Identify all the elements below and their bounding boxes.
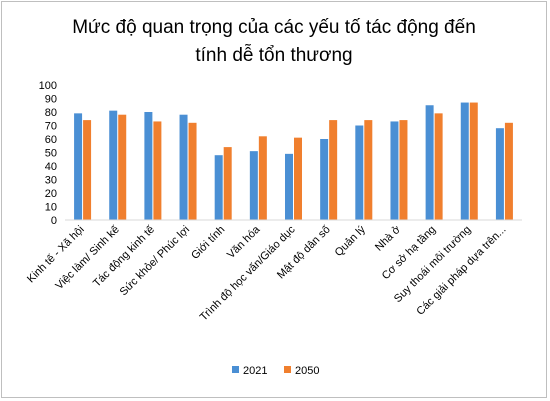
y-tick-label: 90	[45, 94, 57, 106]
bar-2050	[118, 114, 127, 220]
legend: 2021 2050	[232, 365, 319, 377]
bar-2021	[495, 128, 504, 220]
x-tick-label: Giới tính	[189, 224, 227, 262]
y-tick-label: 10	[45, 202, 57, 214]
bar-2021	[109, 110, 118, 220]
bar-2050	[83, 120, 92, 220]
bar-2050	[399, 120, 408, 220]
x-tick-label: Nhà ở	[373, 224, 403, 254]
bar-2050	[329, 120, 338, 220]
y-tick-label: 0	[51, 215, 57, 227]
y-tick-label: 80	[45, 107, 57, 119]
bar-2050	[223, 147, 232, 220]
bar-2050	[153, 121, 162, 220]
bar-2021	[214, 155, 223, 220]
x-tick-label: Quản lý	[333, 223, 369, 259]
legend-label-2021: 2021	[243, 365, 267, 377]
bar-2021	[249, 151, 258, 220]
bar-2021	[74, 113, 83, 220]
legend-swatch-2021	[232, 366, 239, 373]
x-tick-label: Việc làm/ Sinh kế	[53, 224, 121, 292]
y-tick-label: 50	[45, 148, 57, 160]
chart-title: Mức độ quan trọng của các yếu tố tác độn…	[0, 14, 548, 70]
bar-2050	[188, 122, 197, 220]
chart-title-line-2: tính dễ tổn thương	[195, 45, 353, 66]
bars	[74, 102, 513, 220]
chart-title-line-1: Mức độ quan trọng của các yếu tố tác độn…	[72, 17, 476, 38]
bar-2021	[425, 105, 434, 220]
bar-2050	[504, 122, 513, 220]
x-tick-label: Sức khỏe/ Phúc lợi	[118, 224, 193, 299]
y-tick-label: 100	[39, 80, 57, 92]
legend-swatch-2050	[284, 366, 291, 373]
bar-2021	[355, 125, 364, 220]
y-tick-label: 70	[45, 121, 57, 133]
bar-2050	[469, 102, 478, 220]
bar-2021	[320, 139, 329, 220]
y-tick-label: 60	[45, 134, 57, 146]
legend-label-2050: 2050	[295, 365, 319, 377]
bar-2050	[364, 120, 373, 220]
y-tick-label: 30	[45, 175, 57, 187]
bar-2021	[390, 121, 399, 220]
bar-2021	[179, 114, 188, 220]
bar-2050	[258, 136, 267, 220]
y-tick-label: 40	[45, 161, 57, 173]
x-tick-label: Tác động kinh tế	[91, 224, 157, 290]
bar-2021	[144, 112, 153, 220]
bar-2050	[294, 137, 302, 220]
y-tick-label: 20	[45, 188, 57, 200]
bar-2021	[460, 102, 469, 220]
bar-2050	[434, 113, 443, 220]
bar-2021	[285, 153, 293, 220]
